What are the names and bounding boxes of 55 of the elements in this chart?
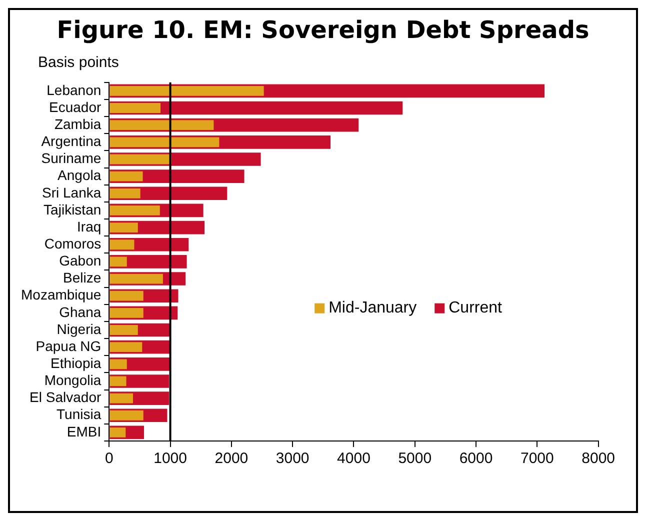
y-tick-label: Ethiopia xyxy=(50,355,102,372)
bar xyxy=(110,410,144,420)
y-tick-label: Argentina xyxy=(41,133,102,150)
x-tick-label: 4000 xyxy=(337,450,370,468)
bar xyxy=(110,256,127,267)
x-tick-label: 6000 xyxy=(459,450,493,468)
bar xyxy=(110,103,161,113)
legend-label: Mid-January xyxy=(328,300,417,317)
bar xyxy=(110,171,143,182)
x-tick-label: 7000 xyxy=(520,450,554,468)
x-axis-title: Basis points xyxy=(38,54,120,71)
y-tick-label: Mongolia xyxy=(44,372,102,388)
y-tick-label: Nigeria xyxy=(56,320,102,337)
y-tick-label: Mozambique xyxy=(20,286,102,303)
bar xyxy=(110,222,138,232)
y-tick-label: Sri Lanka xyxy=(42,184,102,200)
bar xyxy=(110,188,140,198)
y-tick-label: Suriname xyxy=(41,150,102,166)
legend-label: Current xyxy=(448,300,503,317)
bar xyxy=(110,240,134,250)
y-tick-label: Belize xyxy=(63,270,102,286)
y-tick-label: Papua NG xyxy=(36,338,102,354)
y-tick-label: Zambia xyxy=(54,116,102,132)
bar xyxy=(110,376,126,386)
bar xyxy=(110,428,126,438)
y-tick-label: Tajikistan xyxy=(44,201,102,218)
bar xyxy=(110,308,144,318)
y-tick-label: Comoros xyxy=(44,235,102,252)
x-tick-label: 8000 xyxy=(582,450,616,468)
y-tick-label: Ghana xyxy=(59,304,102,320)
y-tick-label: Tunisia xyxy=(56,406,102,422)
x-tick-label: 1000 xyxy=(154,450,187,468)
bar xyxy=(110,154,172,164)
bar xyxy=(110,342,142,352)
bar xyxy=(110,290,144,301)
bar xyxy=(110,86,264,96)
x-tick-label: 2000 xyxy=(214,450,248,468)
y-tick-label: Gabon xyxy=(59,252,102,269)
x-tick-label: 0 xyxy=(104,450,114,468)
bar xyxy=(110,325,138,335)
y-tick-label: EMBI xyxy=(66,423,102,440)
y-tick-label: Ecuador xyxy=(48,98,102,115)
bar xyxy=(110,274,163,284)
y-tick-label: Lebanon xyxy=(46,82,102,98)
x-tick-label: 3000 xyxy=(276,450,310,468)
y-tick-label: Angola xyxy=(58,167,102,184)
bar xyxy=(110,359,127,370)
y-tick-label: El Salvador xyxy=(30,389,102,406)
bar xyxy=(110,206,160,216)
bar xyxy=(110,393,133,404)
bar xyxy=(110,137,220,148)
x-tick-label: 5000 xyxy=(398,450,432,468)
y-tick-label: Iraq xyxy=(77,218,102,234)
chart-title: Figure 10. EM: Sovereign Debt Spreads xyxy=(56,16,590,44)
bar xyxy=(110,120,214,130)
